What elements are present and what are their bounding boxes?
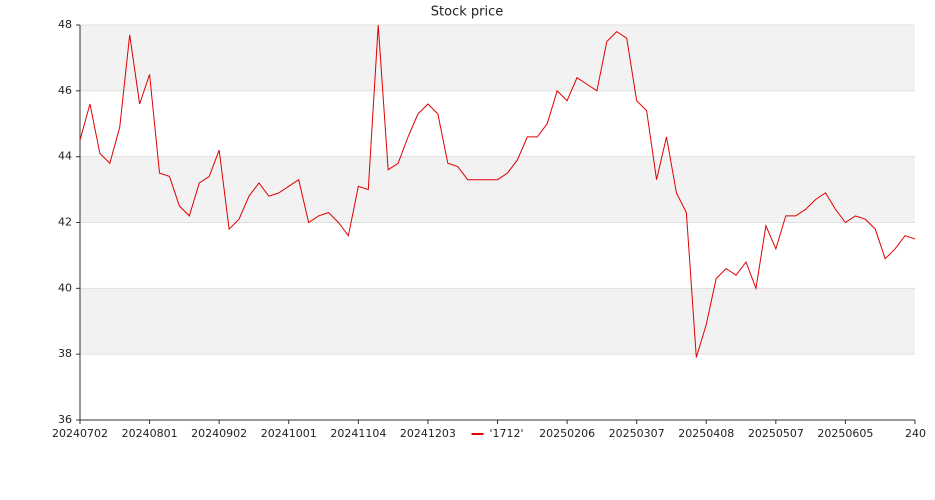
x-tick-label: 20240902: [191, 427, 247, 440]
legend-label: '1712': [490, 427, 524, 440]
x-tick-label: 20250408: [678, 427, 734, 440]
x-tick-label: 240: [905, 427, 926, 440]
line: [79, 24, 916, 358]
chart-title: Stock price: [431, 5, 503, 20]
x-tick-label: 20241203: [400, 427, 456, 440]
y-tick-label: 40: [58, 281, 72, 294]
x-tick-label: 20250206: [539, 427, 595, 440]
legend-box: [467, 425, 540, 443]
x-tick-label: 20241001: [261, 427, 317, 440]
x-tick-label: 20240801: [122, 427, 178, 440]
y-tick-label: 36: [58, 413, 72, 426]
x-tick-label: 20240702: [52, 427, 108, 440]
band: [80, 288, 915, 355]
x-tick-label: 20241104: [330, 427, 386, 440]
y-tick-label: 46: [58, 84, 72, 97]
y-tick-label: 48: [58, 18, 72, 31]
y-tick-label: 38: [58, 347, 72, 360]
y-tick-label: 42: [58, 216, 72, 229]
y-tick-label: 44: [58, 150, 72, 163]
legend: '1712': [467, 425, 540, 443]
x-tick-label: 20250507: [748, 427, 804, 440]
band: [80, 156, 915, 223]
x-tick-label: 20250307: [609, 427, 665, 440]
x-tick-label: 20250605: [817, 427, 873, 440]
band: [80, 25, 915, 91]
